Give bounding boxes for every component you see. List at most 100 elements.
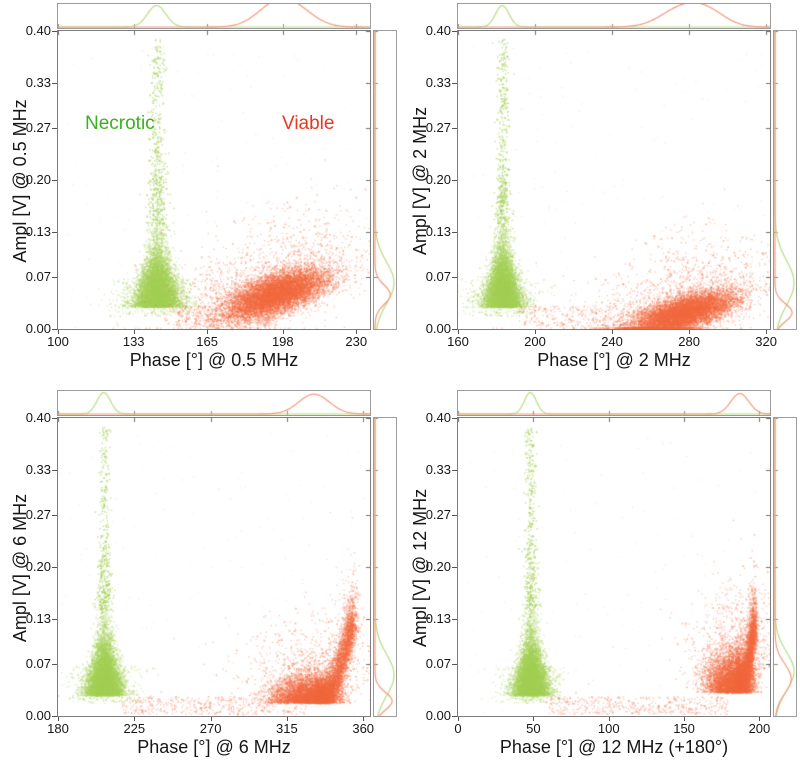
- x-tick-mark: [363, 717, 364, 721]
- y-tick-mark: [52, 83, 57, 84]
- y-tick-mark: [52, 567, 57, 568]
- y-tick-mark: [452, 567, 457, 568]
- x-tick-mark: [134, 717, 135, 721]
- y-tick-label: 0.27: [425, 506, 451, 522]
- scatter-canvas: [58, 418, 370, 716]
- y-tick-mark: [52, 277, 57, 278]
- y-tick-label: 0.07: [25, 655, 51, 671]
- top-marginal-density: [57, 390, 371, 416]
- y-tick-mark: [52, 31, 57, 32]
- scatter-canvas: [458, 31, 770, 329]
- y-tick-mark: [52, 418, 57, 419]
- top-marginal-density: [57, 3, 371, 29]
- y-tick-mark: [452, 664, 457, 665]
- y-tick-mark: [52, 619, 57, 620]
- x-tick-mark: [689, 330, 690, 334]
- x-axis-label: Phase [°] @ 12 MHz (+180°): [499, 737, 729, 757]
- y-tick-label: 0.13: [25, 611, 51, 627]
- right-marginal-canvas: [774, 418, 796, 716]
- y-tick-mark: [452, 329, 457, 330]
- y-tick-mark: [452, 31, 457, 32]
- x-tick-mark: [211, 717, 212, 721]
- y-tick-mark: [452, 83, 457, 84]
- panel-2mhz: Ampl [V] @ 2 MHz 160 200 240 280 320 0.00 0.07…: [400, 0, 800, 386]
- y-tick-label: 0.20: [25, 559, 51, 574]
- right-marginal-canvas: [774, 31, 796, 329]
- x-tick-mark: [356, 330, 357, 334]
- x-tick-label: 160: [447, 334, 469, 349]
- x-tick-label: 50: [526, 721, 541, 736]
- y-tick-label: 0.07: [425, 655, 451, 671]
- panel-6mhz: Ampl [V] @ 6 MHz 180 225 270 315 360 0.00 0.07…: [0, 387, 400, 773]
- top-marginal-canvas: [58, 391, 370, 415]
- y-tick-mark: [452, 619, 457, 620]
- x-tick-mark: [612, 330, 613, 334]
- y-tick-mark: [52, 329, 57, 330]
- x-axis-label: Phase [°] @ 2 MHz: [537, 350, 691, 370]
- x-tick-label: 200: [524, 334, 546, 349]
- x-tick-mark: [58, 717, 59, 721]
- top-marginal-canvas: [58, 4, 370, 28]
- x-tick-mark: [134, 330, 135, 334]
- y-tick-label: 0.20: [425, 559, 451, 574]
- x-tick-mark: [535, 330, 536, 334]
- x-tick-label: 165: [196, 334, 218, 349]
- y-tick-label: 0.00: [425, 321, 451, 336]
- panel-12mhz: Ampl [V] @ 12 MHz 0 50 100 150 200 0.00 0.07 0.…: [400, 387, 800, 773]
- x-tick-label: 180: [47, 721, 69, 736]
- right-marginal-density: [373, 417, 397, 717]
- y-tick-mark: [452, 180, 457, 181]
- y-tick-mark: [452, 515, 457, 516]
- x-tick-label: 198: [271, 334, 294, 349]
- scatter-canvas: [458, 418, 770, 716]
- x-tick-label: 100: [597, 721, 620, 736]
- y-tick-mark: [52, 128, 57, 129]
- y-tick-mark: [452, 232, 457, 233]
- right-marginal-canvas: [374, 31, 396, 329]
- y-tick-label: 0.40: [425, 23, 451, 38]
- x-tick-label: 225: [123, 721, 146, 736]
- top-marginal-canvas: [458, 4, 770, 28]
- x-tick-mark: [533, 717, 534, 721]
- y-tick-mark: [52, 232, 57, 233]
- y-tick-mark: [452, 418, 457, 419]
- x-tick-label: 270: [199, 721, 222, 736]
- x-tick-label: 230: [345, 334, 368, 349]
- x-tick-label: 0: [454, 721, 462, 736]
- y-tick-mark: [452, 470, 457, 471]
- y-tick-mark: [52, 515, 57, 516]
- x-tick-mark: [283, 330, 284, 334]
- x-tick-label: 100: [47, 334, 69, 349]
- viable-cluster-label: Viable: [282, 113, 335, 134]
- panel-0-5mhz: Ampl [V] @ 0.5 MHz Necrotic Viable 100 13…: [0, 0, 400, 386]
- x-axis-label: Phase [°] @ 0.5 MHz: [129, 350, 299, 370]
- right-marginal-canvas: [374, 418, 396, 716]
- y-tick-mark: [52, 664, 57, 665]
- plot-area: [57, 417, 371, 717]
- top-marginal-density: [457, 3, 771, 29]
- x-axis-label: Phase [°] @ 6 MHz: [137, 737, 291, 757]
- necrotic-cluster-label: Necrotic: [85, 113, 155, 134]
- x-tick-label: 360: [352, 721, 375, 736]
- y-tick-label: 0.20: [25, 172, 51, 187]
- x-tick-mark: [766, 330, 767, 334]
- top-marginal-canvas: [458, 391, 770, 415]
- plot-area: [457, 417, 771, 717]
- y-tick-mark: [52, 716, 57, 717]
- x-tick-mark: [207, 330, 208, 334]
- right-marginal-density: [373, 30, 397, 330]
- y-tick-mark: [52, 180, 57, 181]
- x-tick-mark: [287, 717, 288, 721]
- right-marginal-density: [773, 417, 797, 717]
- y-tick-label: 0.07: [425, 268, 451, 284]
- x-tick-mark: [458, 717, 459, 721]
- y-tick-label: 0.20: [425, 172, 451, 187]
- x-tick-label: 320: [755, 334, 777, 349]
- y-tick-label: 0.27: [425, 119, 451, 135]
- plot-area: [457, 30, 771, 330]
- y-tick-label: 0.27: [25, 119, 51, 135]
- scatter-canvas: [58, 31, 370, 329]
- y-tick-label: 0.33: [425, 462, 451, 478]
- y-tick-label: 0.40: [25, 410, 51, 425]
